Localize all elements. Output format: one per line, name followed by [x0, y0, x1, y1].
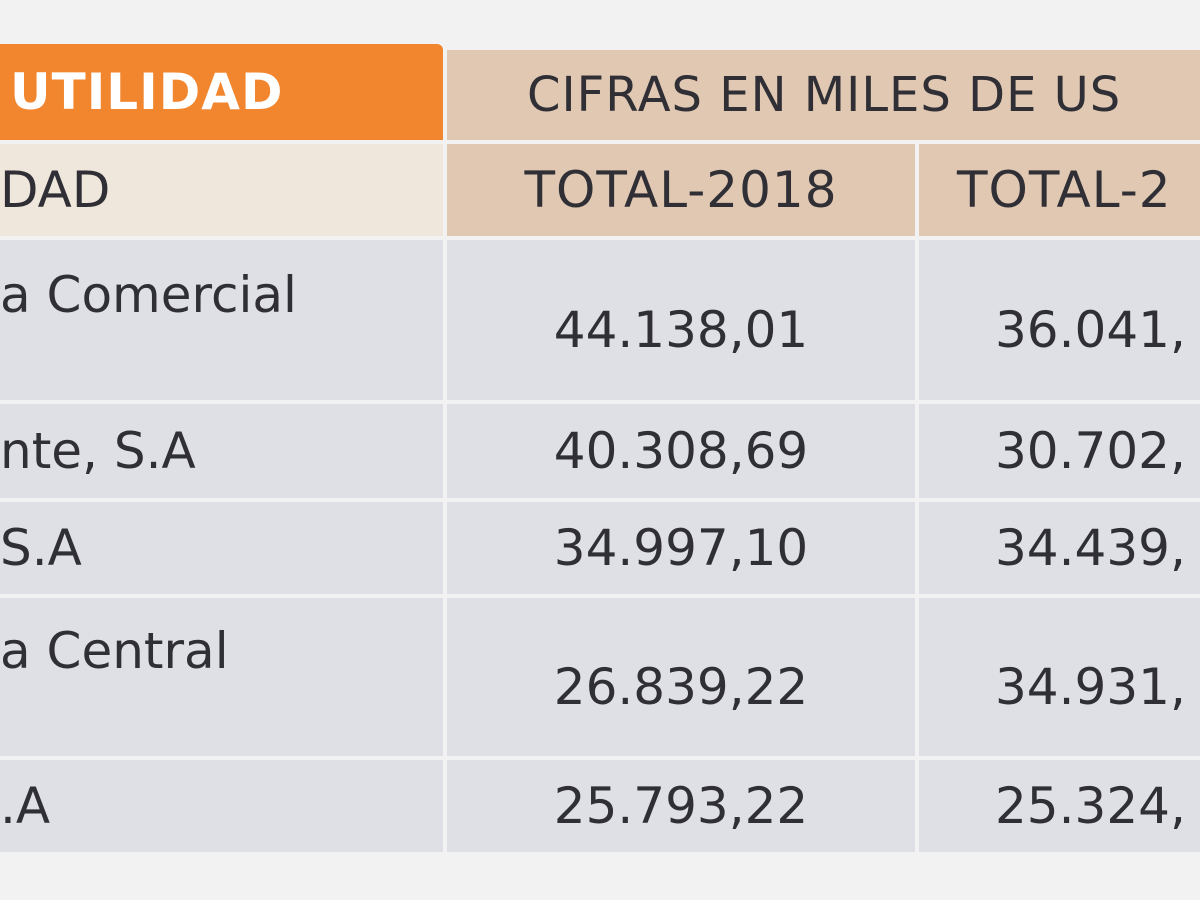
units-header: CIFRAS EN MILES DE US	[447, 50, 1200, 140]
table-row-value-2018: 34.997,10	[447, 502, 915, 594]
value-2019: 25.324,	[995, 777, 1186, 835]
table-row-value-2019: 25.324,	[919, 760, 1200, 852]
value-2019: 30.702,	[995, 422, 1186, 480]
table-row-value-2019: 34.931,	[919, 598, 1200, 756]
table-row-value-2019: 34.439,	[919, 502, 1200, 594]
table-row-entity: .A	[0, 760, 443, 852]
table-row-entity: a Comercial	[0, 240, 443, 400]
column-header-2018: TOTAL-2018	[447, 144, 915, 236]
entity-name: a Comercial	[0, 266, 297, 324]
column-header-2018-label: TOTAL-2018	[524, 161, 838, 219]
entity-name: S.A	[0, 519, 82, 577]
table-title-text: UTILIDAD	[10, 63, 284, 121]
column-header-2019-label: TOTAL-2	[957, 161, 1172, 219]
table-row-value-2018: 40.308,69	[447, 404, 915, 498]
entity-column-header-label: DAD	[0, 161, 111, 219]
table-row-value-2018: 25.793,22	[447, 760, 915, 852]
value-2019: 34.931,	[995, 658, 1186, 716]
entity-name: .A	[0, 777, 51, 835]
table-row-entity: S.A	[0, 502, 443, 594]
value-2019: 34.439,	[995, 519, 1186, 577]
table-row-value-2018: 26.839,22	[447, 598, 915, 756]
units-label: CIFRAS EN MILES DE US	[527, 67, 1122, 123]
column-header-2019: TOTAL-2	[919, 144, 1200, 236]
table-title: UTILIDAD	[0, 44, 443, 140]
table-row-value-2019: 36.041,	[919, 240, 1200, 400]
value-2018: 44.138,01	[553, 301, 809, 359]
entity-column-header: DAD	[0, 144, 443, 236]
value-2018: 40.308,69	[553, 422, 809, 480]
value-2018: 26.839,22	[553, 658, 809, 716]
entity-name: nte, S.A	[0, 422, 196, 480]
table-row-entity: a Central	[0, 598, 443, 756]
table-row-value-2019: 30.702,	[919, 404, 1200, 498]
table-row-entity: nte, S.A	[0, 404, 443, 498]
value-2018: 25.793,22	[553, 777, 809, 835]
entity-name: a Central	[0, 622, 229, 680]
value-2019: 36.041,	[995, 301, 1186, 359]
table-row-value-2018: 44.138,01	[447, 240, 915, 400]
value-2018: 34.997,10	[553, 519, 809, 577]
